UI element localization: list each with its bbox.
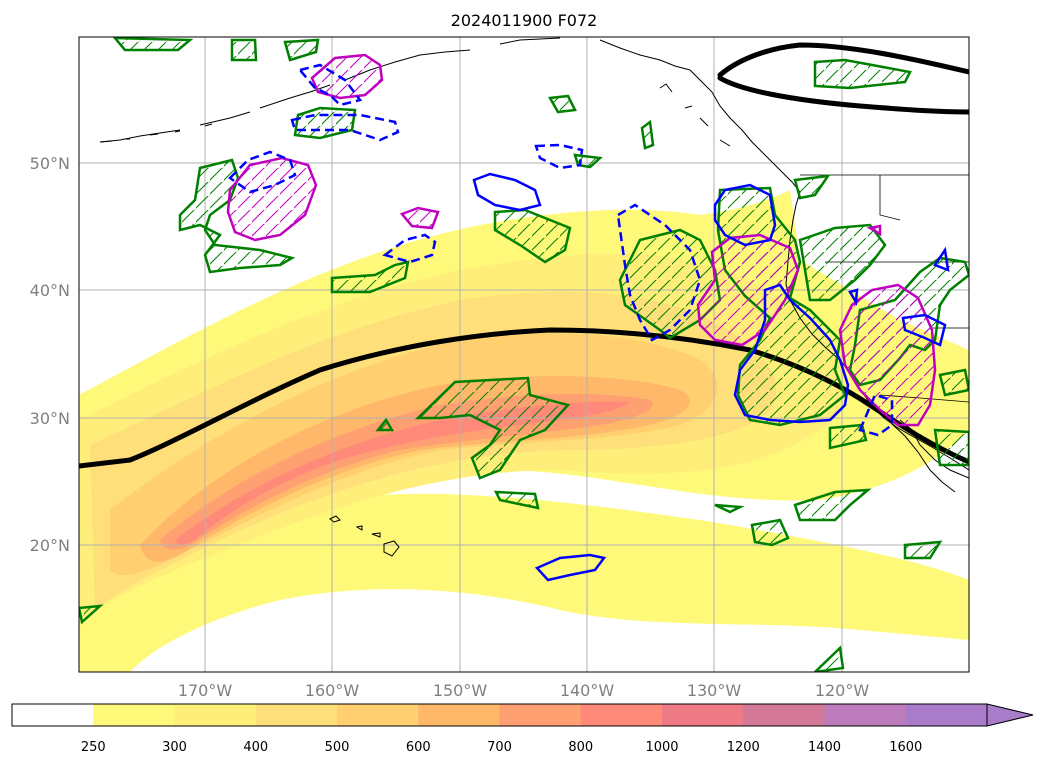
colorbar-tick-label: 1400: [808, 740, 841, 755]
green-region: [938, 368, 969, 397]
colorbar-cells: [12, 704, 988, 726]
latitude-labels: 50°N 40°N 30°N 20°N: [30, 154, 70, 555]
blue-contour: [933, 246, 950, 272]
coastline-alaska: [99, 37, 801, 193]
colorbar-tick-label: 1000: [645, 740, 678, 755]
shade-250-lower-hole: [130, 589, 969, 672]
magenta-contour: [226, 156, 318, 242]
hawaii-islands: [329, 515, 400, 557]
blue-contour: [901, 313, 947, 347]
colorbar-cell: [499, 704, 582, 726]
colorbar-tick-label: 500: [325, 740, 350, 755]
longitude-labels: 170°W 160°W 150°W 140°W 130°W 120°W: [178, 681, 870, 700]
blue-contours: [228, 63, 950, 582]
jet-contour-north: [717, 42, 969, 115]
lat-label-50n: 50°N: [30, 154, 70, 173]
green-region: [493, 208, 572, 264]
green-region: [283, 38, 320, 62]
green-region: [793, 488, 872, 522]
lon-label-170w: 170°W: [178, 681, 233, 700]
colorbar-frame: [11, 703, 988, 727]
green-region: [793, 174, 831, 200]
colorbar-tick-label: 400: [243, 740, 268, 755]
colorbar-tick-label: 250: [81, 740, 106, 755]
magenta-contour: [838, 283, 937, 427]
colorbar-cell: [93, 704, 175, 726]
blue-contour-dashed: [297, 63, 363, 107]
blue-contour-dashed: [534, 143, 584, 170]
colorbar-cell: [174, 704, 257, 726]
blue-contour: [472, 172, 542, 212]
colorbar: 250 300 400 500 600 700 800 1000 1200 1400 1600: [11, 703, 1034, 755]
jet-contour-main: [79, 327, 969, 469]
lon-label-140w: 140°W: [560, 681, 615, 700]
colorbar-cell: [580, 704, 663, 726]
green-region: [750, 518, 790, 547]
colorbar-cell: [12, 704, 94, 726]
colorbar-extend-arrow: [986, 703, 1034, 727]
colorbar-cell: [905, 704, 988, 726]
green-region: [903, 540, 943, 560]
green-region: [414, 376, 571, 480]
blue-contour: [534, 553, 607, 582]
map-area: [79, 37, 969, 672]
aleutians: [99, 123, 213, 143]
magenta-contour: [866, 224, 882, 237]
magenta-contours: [226, 53, 937, 427]
blue-contour-dashed: [382, 233, 437, 264]
blue-contour-dashed: [616, 203, 702, 342]
green-region: [640, 119, 655, 150]
islands-gulf: [659, 83, 731, 147]
colorbar-tick-label: 800: [568, 740, 593, 755]
lon-label-130w: 130°W: [687, 681, 742, 700]
lon-label-120w: 120°W: [815, 681, 870, 700]
green-region: [79, 604, 104, 625]
magenta-contour: [399, 206, 440, 230]
blue-contour-dashed: [858, 393, 894, 437]
lat-label-20n: 20°N: [30, 536, 70, 555]
blue-contour: [733, 283, 850, 424]
jet-contours: [79, 42, 969, 469]
green-region: [813, 645, 845, 672]
colorbar-tick-label: 600: [406, 740, 431, 755]
blue-contour-dashed: [290, 113, 400, 142]
green-region: [230, 38, 258, 62]
colorbar-tick-label: 700: [487, 740, 512, 755]
map-title: 2024011900 F072: [451, 11, 598, 30]
colorbar-tick-labels: 250 300 400 500 600 700 800 1000 1200 1400 1600: [81, 740, 922, 755]
lon-label-160w: 160°W: [305, 681, 360, 700]
green-region: [493, 490, 540, 510]
lat-label-40n: 40°N: [30, 281, 70, 300]
lat-label-30n: 30°N: [30, 409, 70, 428]
colorbar-cell: [824, 704, 907, 726]
colorbar-cell: [743, 704, 825, 726]
green-region: [933, 428, 969, 467]
colorbar-tick-label: 1600: [889, 740, 922, 755]
colorbar-cell: [418, 704, 500, 726]
green-region: [375, 417, 395, 432]
blue-contour: [713, 183, 777, 247]
green-region: [798, 223, 887, 302]
colorbar-cell: [337, 704, 419, 726]
lon-label-150w: 150°W: [433, 681, 488, 700]
green-region: [813, 58, 912, 90]
colorbar-cell: [662, 704, 744, 726]
green-region: [547, 94, 577, 114]
green-region: [714, 503, 745, 514]
blue-contour: [848, 288, 859, 306]
green-region: [828, 423, 868, 450]
magenta-contour: [696, 233, 800, 347]
colorbar-tick-label: 300: [162, 740, 187, 755]
blue-contour-dashed: [228, 150, 297, 194]
green-region: [330, 260, 410, 294]
colorbar-cell: [255, 704, 338, 726]
green-region: [112, 37, 194, 52]
colorbar-tick-label: 1200: [727, 740, 760, 755]
shade-800: [175, 401, 630, 545]
map-frame: [78, 36, 970, 673]
